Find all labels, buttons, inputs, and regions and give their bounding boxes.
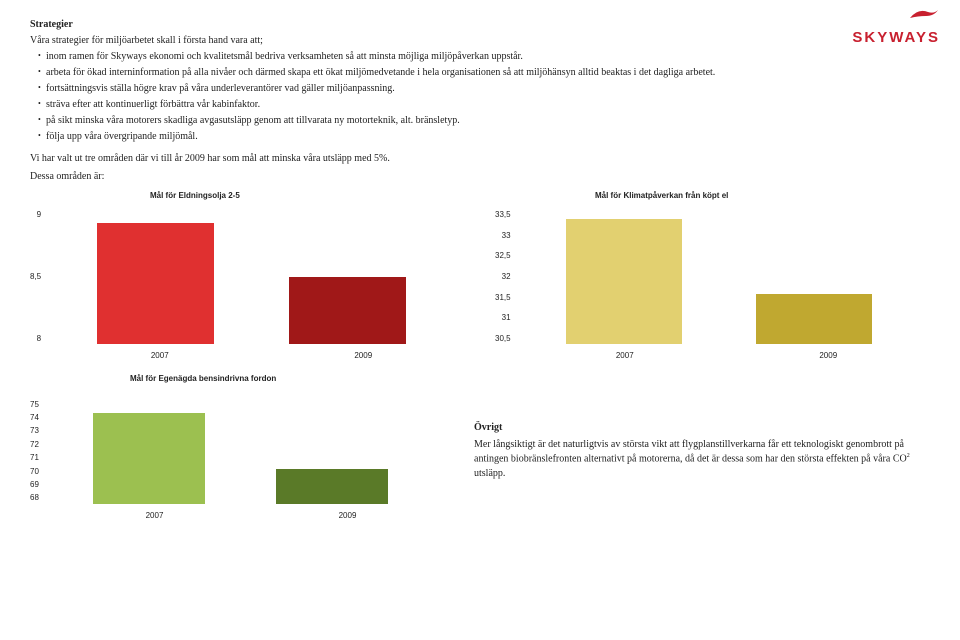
chart2-block: Mål för Klimatpåverkan från köpt el 33,5… [495,190,930,361]
bullet-list: inom ramen för Skyways ekonomi och kvali… [30,50,930,144]
chart2-bar-2009 [756,294,872,344]
chart2-bar-2007 [566,219,682,345]
intro-text: Våra strategier för miljöarbetet skall i… [30,34,930,48]
chart1-yaxis: 9 8,5 8 [30,209,47,344]
chart1-bar-2009 [289,277,406,345]
bullet-item: arbeta för ökad interninformation på all… [38,66,930,80]
chart2-xaxis: 2007 2009 [495,350,930,361]
bullet-item: sträva efter att kontinuerligt förbättra… [38,98,930,112]
chart2-yaxis: 33,5 33 32,5 32 31,5 31 30,5 [495,209,517,344]
subtext1: Vi har valt ut tre områden där vi till å… [30,152,930,166]
charts-row-1: Mål för Eldningsolja 2-5 9 8,5 8 2007 20… [30,190,930,361]
bullet-item: fortsättningsvis ställa högre krav på vå… [38,82,930,96]
ovrigt-section: Övrigt Mer långsiktigt är det naturligtv… [474,399,930,521]
chart3-yaxis: 75 74 73 72 71 70 69 68 [30,399,45,504]
chart3-title: Mål för Egenägda bensindrivna fordon [30,373,930,384]
chart1-title: Mål för Eldningsolja 2-5 [30,190,465,201]
logo: SKYWAYS [852,6,940,48]
chart2-title: Mål för Klimatpåverkan från köpt el [495,190,930,201]
ovrigt-title: Övrigt [474,421,930,435]
logo-text: SKYWAYS [852,27,940,48]
section-title: Strategier [30,18,930,32]
charts-row-2: 75 74 73 72 71 70 69 68 2007 2009 Övrigt… [30,399,930,521]
strategier-section: Strategier Våra strategier för miljöarbe… [30,18,930,184]
bird-icon [908,6,940,27]
bullet-item: på sikt minska våra motorers skadliga av… [38,114,930,128]
chart1-bar-2007 [97,223,214,345]
bullet-item: följa upp våra övergripande miljömål. [38,130,930,144]
chart3-plot [45,399,444,504]
chart2-plot [517,209,930,344]
chart3-bar-2009 [276,469,388,504]
chart1-block: Mål för Eldningsolja 2-5 9 8,5 8 2007 20… [30,190,465,361]
chart1-xaxis: 2007 2009 [30,350,465,361]
chart3-block: 75 74 73 72 71 70 69 68 2007 2009 [30,399,444,521]
ovrigt-text: Mer långsiktigt är det naturligtvis av s… [474,438,930,482]
subtext2: Dessa områden är: [30,170,930,184]
chart3-xaxis: 2007 2009 [30,510,444,521]
bullet-item: inom ramen för Skyways ekonomi och kvali… [38,50,930,64]
chart1-plot [47,209,465,344]
chart3-bar-2007 [93,413,205,503]
